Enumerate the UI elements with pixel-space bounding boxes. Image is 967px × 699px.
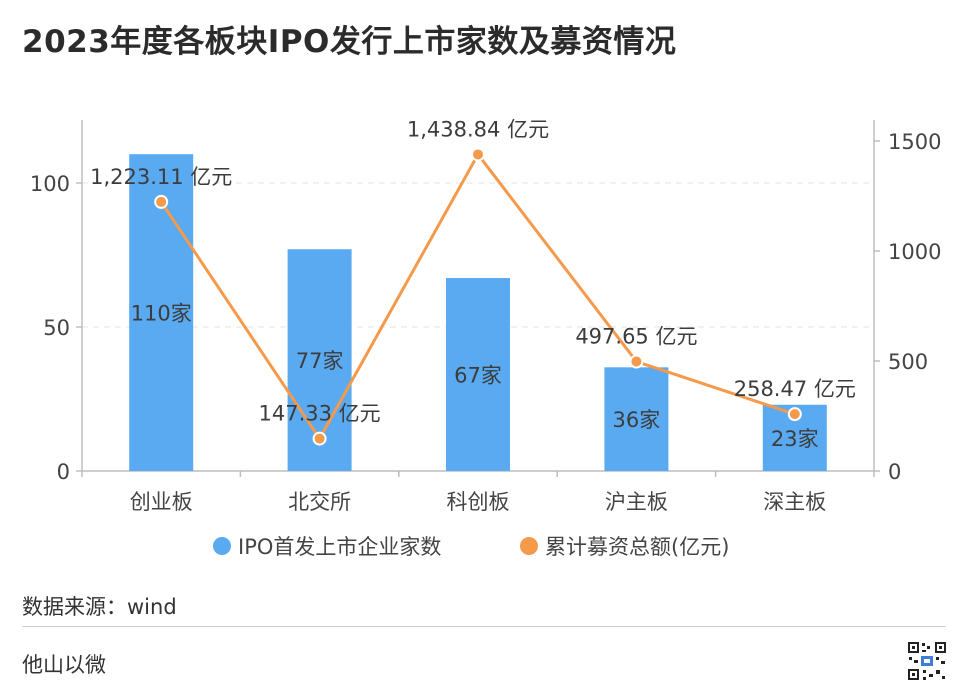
legend: IPO首发上市企业家数 累计募资总额(亿元) [213,535,729,559]
y-right-tick-label: 500 [888,350,928,374]
legend-line-label: 累计募资总额(亿元) [545,535,729,559]
qr-code-icon [907,641,947,681]
x-tick-label: 创业板 [130,490,193,514]
bar [604,367,669,471]
legend-bar-label: IPO首发上市企业家数 [238,535,441,559]
y-right-tick-label: 1500 [888,130,941,154]
line-value-label: 147.33 亿元 [259,402,381,426]
brand-name: 他山以微 [22,653,106,677]
bar [446,278,510,471]
y-left-tick-label: 100 [30,172,70,196]
x-tick-label: 北交所 [288,490,351,514]
bar-value-label: 67家 [454,364,502,388]
footer-divider [22,626,946,627]
legend-line-swatch [520,537,538,555]
line-value-label: 1,438.84 亿元 [407,117,549,141]
y-left-tick-label: 50 [43,316,70,340]
data-source: 数据来源：wind [22,595,177,619]
x-tick-label: 沪主板 [605,490,668,514]
bar-value-label: 77家 [296,349,344,373]
bar-value-label: 110家 [131,302,192,326]
y-left-tick-label: 0 [57,460,70,484]
line-value-label: 258.47 亿元 [734,377,856,401]
data-labels: 110家 77家 67家 36家 23家 1,223.11 亿元 147.33 亿元 1,43… [90,117,856,450]
line-value-label: 1,223.11 亿元 [90,165,232,189]
line-value-label: 497.65 亿元 [575,325,697,349]
line-point [787,407,802,422]
y-right-tick-label: 0 [888,460,901,484]
line-point [312,431,327,446]
line-point [629,354,644,369]
line-point [154,194,169,209]
bar-value-label: 23家 [771,427,819,451]
x-tick-label: 深主板 [763,490,826,514]
legend-bar-swatch [213,537,231,555]
chart-title: 2023年度各板块IPO发行上市家数及募资情况 [22,24,677,60]
line-point [471,147,485,162]
bar-value-label: 36家 [613,408,661,432]
x-tick-label: 科创板 [447,490,510,514]
line-series [154,147,802,446]
y-right-tick-label: 1000 [888,240,941,264]
